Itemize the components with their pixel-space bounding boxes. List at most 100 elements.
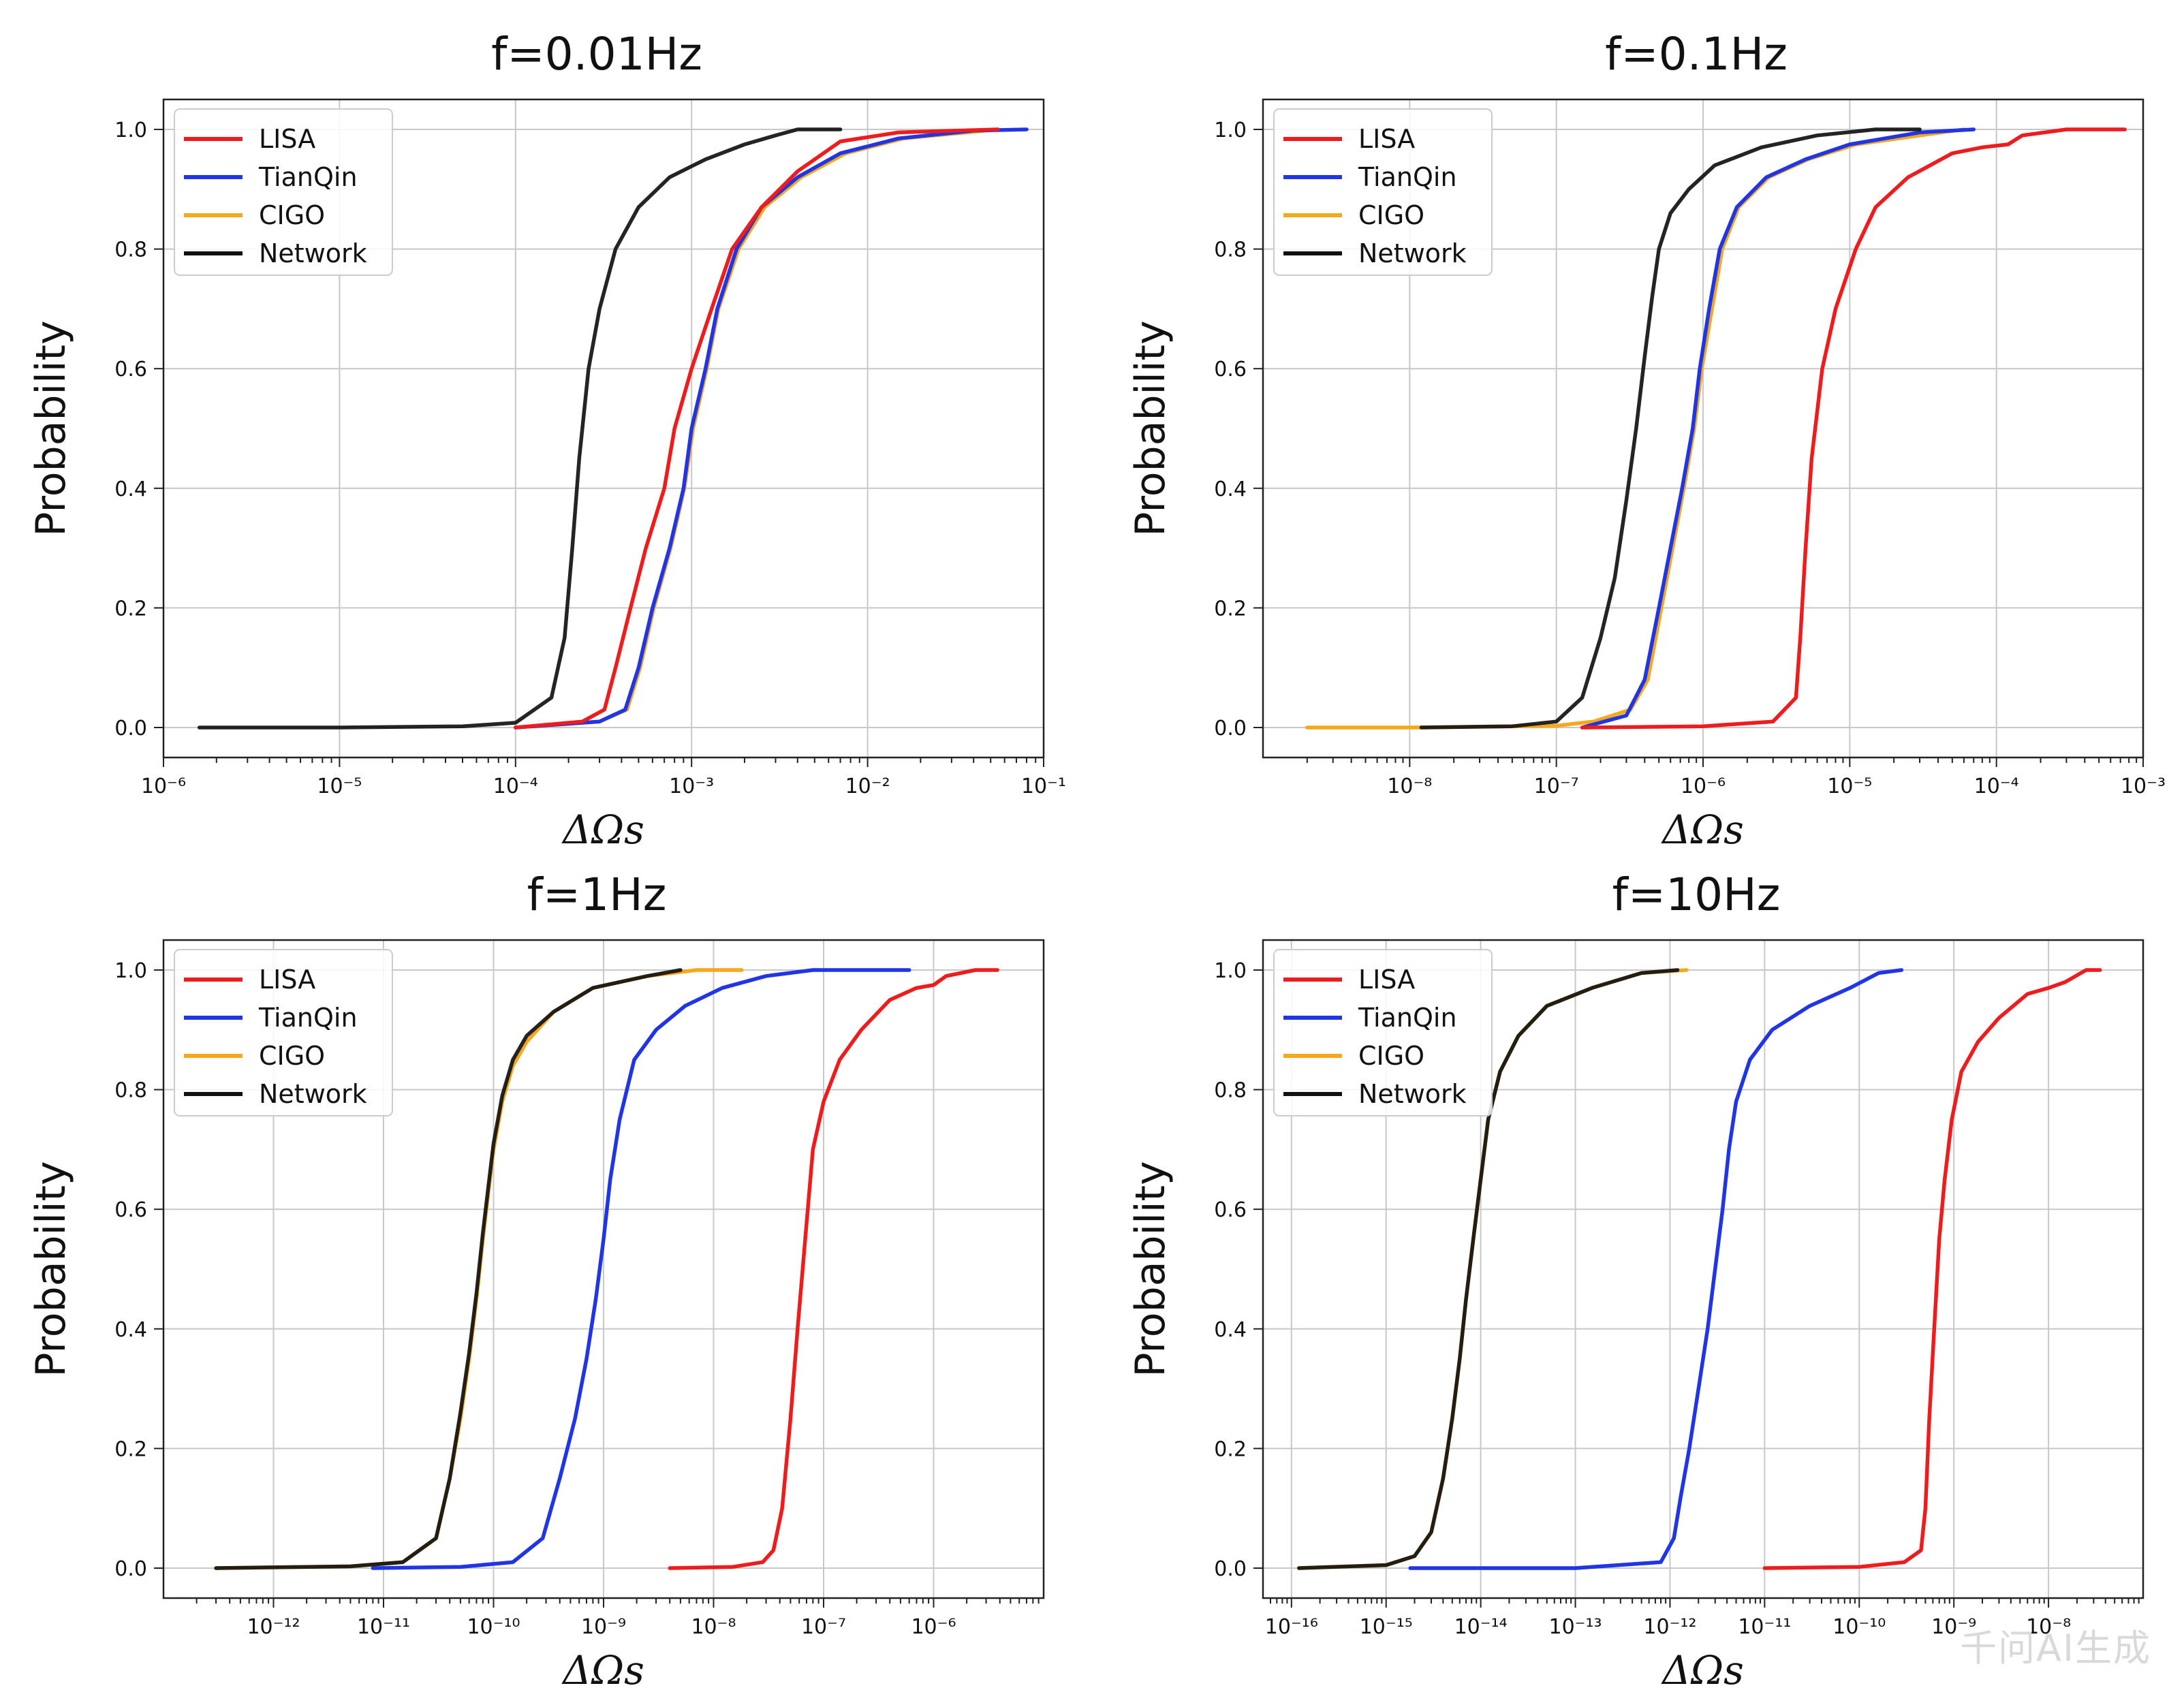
legend-box bbox=[174, 949, 393, 1116]
y-tick-label: 0.0 bbox=[1214, 1557, 1247, 1581]
x-tick-label: 10⁻⁹ bbox=[581, 1615, 626, 1639]
y-tick-label: 0.8 bbox=[114, 238, 147, 262]
x-tick-label: 10⁻¹⁴ bbox=[1454, 1615, 1508, 1639]
x-axis-label: ΔΩs bbox=[1661, 807, 1744, 853]
legend-entry-lisa: LISA bbox=[1358, 965, 1415, 995]
x-tick-label: 10⁻¹³ bbox=[1549, 1615, 1602, 1639]
x-tick-label: 10⁻¹⁰ bbox=[467, 1615, 520, 1639]
legend-entry-network: Network bbox=[259, 1079, 367, 1109]
series-line-lisa bbox=[668, 968, 999, 1570]
legend-entry-lisa: LISA bbox=[259, 965, 315, 995]
y-axis-label: Probability bbox=[1127, 320, 1174, 536]
x-tick-label: 10⁻⁸ bbox=[2026, 1615, 2071, 1639]
series-line-lisa bbox=[1762, 968, 2102, 1570]
legend-box bbox=[1273, 949, 1493, 1116]
x-tick-label: 10⁻⁷ bbox=[801, 1615, 846, 1639]
y-tick-label: 0.0 bbox=[1214, 717, 1247, 740]
y-tick-label: 0.6 bbox=[114, 1198, 147, 1222]
y-tick-label: 0.4 bbox=[1214, 478, 1247, 501]
legend-box bbox=[174, 108, 393, 276]
x-tick-label: 10⁻⁶ bbox=[911, 1615, 956, 1639]
series-line-network bbox=[197, 127, 843, 730]
series-line-network bbox=[1297, 968, 1680, 1570]
x-tick-label: 10⁻¹¹ bbox=[1738, 1615, 1791, 1639]
y-tick-label: 1.0 bbox=[1214, 959, 1247, 983]
legend: LISA TianQin CIGO Network bbox=[1273, 949, 1493, 1116]
y-tick-label: 0.4 bbox=[114, 478, 147, 501]
plot-frame bbox=[1262, 939, 2144, 1599]
legend-entry-cigo: CIGO bbox=[1358, 200, 1424, 230]
y-tick-label: 0.6 bbox=[1214, 358, 1247, 381]
watermark-text: 千问AI生成 bbox=[1960, 1627, 2151, 1670]
chart-panel-4: 10⁻¹⁶ 10⁻¹⁵ 10⁻¹⁴ 10⁻¹³ 10⁻¹² 10⁻¹¹ 10⁻¹⁰ 10⁻⁹ 1… bbox=[1127, 869, 2144, 1693]
series-line-tianqin bbox=[1580, 127, 1976, 730]
y-tick-label: 1.0 bbox=[1214, 119, 1247, 142]
x-tick-label: 10⁻⁵ bbox=[1827, 775, 1872, 798]
legend-entry-network: Network bbox=[1358, 1079, 1467, 1109]
series-line-lisa bbox=[1580, 127, 2127, 730]
chart-title: f=0.1Hz bbox=[1605, 28, 1788, 80]
x-tick-label: 10⁻¹² bbox=[247, 1615, 300, 1639]
chart-panel-3: 10⁻¹² 10⁻¹¹ 10⁻¹⁰ 10⁻⁹ 10⁻⁸ 10⁻⁷ 10⁻⁶ 0.0 0.2 0.4… bbox=[27, 869, 1045, 1693]
x-tick-label: 10⁻¹⁶ bbox=[1265, 1615, 1318, 1639]
y-tick-label: 0.2 bbox=[114, 597, 147, 621]
chart-title: f=0.01Hz bbox=[491, 28, 702, 80]
x-tick-label: 10⁻³ bbox=[2121, 775, 2166, 798]
x-tick-label: 10⁻⁸ bbox=[691, 1615, 736, 1639]
legend-entry-cigo: CIGO bbox=[259, 1041, 325, 1071]
series-line-tianqin bbox=[371, 968, 911, 1570]
series-line-tianqin bbox=[514, 127, 1029, 730]
y-axis-label: Probability bbox=[1127, 1161, 1174, 1377]
x-tick-label: 10⁻¹ bbox=[1021, 775, 1066, 798]
x-tick-label: 10⁻¹¹ bbox=[357, 1615, 410, 1639]
chart-panel-2: 10⁻⁸ 10⁻⁷ 10⁻⁶ 10⁻⁵ 10⁻⁴ 10⁻³ 0.0 0.2 0.4 0.6 0.8 1… bbox=[1127, 28, 2166, 853]
y-tick-label: 0.8 bbox=[1214, 238, 1247, 262]
series-line-network bbox=[214, 968, 683, 1570]
legend-entry-cigo: CIGO bbox=[259, 200, 325, 230]
y-tick-label: 0.8 bbox=[114, 1079, 147, 1103]
legend: LISA TianQin CIGO Network bbox=[174, 108, 393, 276]
legend-entry-lisa: LISA bbox=[259, 124, 315, 154]
x-tick-label: 10⁻¹⁰ bbox=[1832, 1615, 1886, 1639]
x-tick-label: 10⁻⁵ bbox=[317, 775, 362, 798]
series-line-network bbox=[1419, 127, 1922, 730]
legend-entry-network: Network bbox=[259, 238, 367, 268]
y-tick-label: 0.6 bbox=[1214, 1198, 1247, 1222]
x-axis-label: ΔΩs bbox=[1661, 1647, 1744, 1693]
chart-panel-1: 10⁻⁶ 10⁻⁵ 10⁻⁴ 10⁻³ 10⁻² 10⁻¹ 0.0 0.2 0.4 0.6 0.8 1… bbox=[27, 28, 1066, 853]
x-tick-label: 10⁻⁶ bbox=[1681, 775, 1726, 798]
x-tick-label: 10⁻⁴ bbox=[1974, 775, 2019, 798]
series-line-cigo bbox=[514, 127, 1000, 730]
legend-entry-tianqin: TianQin bbox=[1358, 1003, 1457, 1033]
y-tick-label: 0.2 bbox=[1214, 597, 1247, 621]
y-tick-label: 0.4 bbox=[1214, 1318, 1247, 1342]
y-tick-label: 0.0 bbox=[114, 1557, 147, 1581]
legend-entry-tianqin: TianQin bbox=[1358, 162, 1457, 192]
x-tick-label: 10⁻¹⁵ bbox=[1360, 1615, 1413, 1639]
legend-entry-tianqin: TianQin bbox=[258, 1003, 358, 1033]
legend-box bbox=[1273, 108, 1493, 276]
y-tick-label: 0.6 bbox=[114, 358, 147, 381]
y-axis-label: Probability bbox=[27, 1161, 75, 1377]
y-tick-label: 1.0 bbox=[114, 119, 147, 142]
x-tick-label: 10⁻⁴ bbox=[493, 775, 538, 798]
x-tick-label: 10⁻⁷ bbox=[1534, 775, 1579, 798]
series-line-lisa bbox=[514, 127, 1000, 730]
x-tick-label: 10⁻³ bbox=[669, 775, 714, 798]
y-tick-label: 0.8 bbox=[1214, 1079, 1247, 1103]
y-tick-label: 0.2 bbox=[1214, 1437, 1247, 1461]
y-tick-label: 0.4 bbox=[114, 1318, 147, 1342]
y-tick-label: 1.0 bbox=[114, 959, 147, 983]
legend-entry-tianqin: TianQin bbox=[258, 162, 358, 192]
legend: LISA TianQin CIGO Network bbox=[1273, 108, 1493, 276]
legend-entry-network: Network bbox=[1358, 238, 1467, 268]
x-axis-label: ΔΩs bbox=[561, 1647, 644, 1693]
x-axis-label: ΔΩs bbox=[561, 807, 644, 853]
x-tick-label: 10⁻² bbox=[845, 775, 890, 798]
legend-entry-lisa: LISA bbox=[1358, 124, 1415, 154]
series-line-tianqin bbox=[1408, 968, 1904, 1570]
x-tick-label: 10⁻⁹ bbox=[1931, 1615, 1976, 1639]
legend: LISA TianQin CIGO Network bbox=[174, 949, 393, 1116]
y-tick-label: 0.0 bbox=[114, 717, 147, 740]
